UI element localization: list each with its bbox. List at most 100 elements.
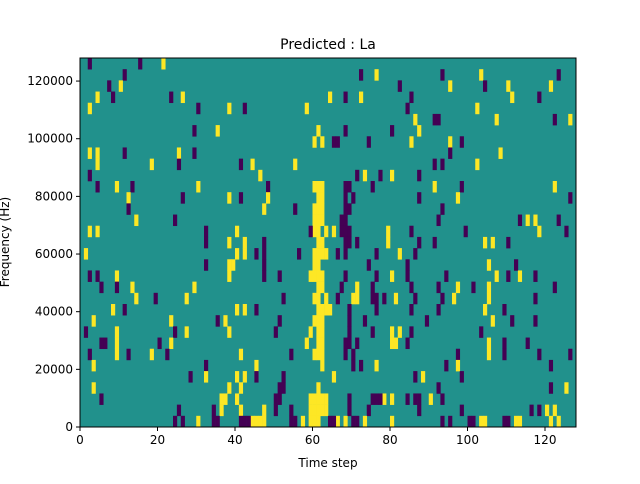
heatmap-cell-low (444, 270, 449, 282)
y-tick-label: 40000 (35, 305, 73, 319)
heatmap-cell-low (331, 415, 337, 428)
heatmap-cell-high (386, 236, 391, 249)
heatmap-cell-high (316, 203, 321, 215)
heatmap-cell-low (378, 393, 383, 405)
heatmap-cell-low (173, 415, 178, 428)
heatmap-cell-low (331, 136, 337, 148)
heatmap-cell-low (374, 304, 379, 316)
heatmap-cell-low (409, 91, 414, 104)
heatmap-cell-high (328, 91, 333, 104)
heatmap-cell-high (331, 371, 337, 383)
heatmap-cell-high (227, 259, 232, 271)
heatmap-cell-low (459, 181, 464, 193)
heatmap-cell-high (545, 404, 550, 417)
heatmap-cell-high (316, 348, 321, 361)
heatmap-cell-high (95, 91, 100, 104)
heatmap-cell-high (324, 393, 329, 405)
heatmap-cell-high (552, 181, 557, 193)
heatmap-cells (80, 58, 576, 428)
heatmap-cell-high (83, 248, 89, 260)
heatmap-cell-high (235, 248, 240, 260)
heatmap-cell-low (390, 125, 395, 137)
heatmap-cell-high (490, 315, 495, 327)
heatmap-cell-high (258, 415, 263, 428)
heatmap-cell-high (324, 292, 329, 305)
heatmap-cell-high (316, 236, 321, 249)
heatmap-cell-low (339, 214, 344, 227)
heatmap-cell-high (498, 147, 503, 159)
heatmap-cell-high (351, 292, 356, 305)
heatmap-cell-low (417, 404, 422, 417)
heatmap-cell-high (362, 415, 368, 428)
heatmap-cell-low (238, 415, 244, 428)
heatmap-cell-low (343, 337, 348, 350)
heatmap-cell-high (320, 359, 325, 372)
heatmap-cell-high (320, 337, 325, 350)
heatmap-cell-high (320, 236, 325, 249)
heatmap-cell-high (393, 337, 399, 350)
heatmap-cell-low (347, 203, 352, 215)
heatmap-cell-low (506, 236, 511, 249)
heatmap-cell-high (161, 58, 166, 70)
heatmap-cell-high (374, 69, 379, 81)
heatmap-cell-high (320, 281, 325, 294)
heatmap-cell-low (440, 158, 445, 171)
heatmap-cell-high (506, 80, 511, 92)
x-tick-label: 80 (382, 433, 397, 447)
heatmap-cell-low (343, 214, 348, 227)
heatmap-cell-high (316, 259, 321, 271)
heatmap-cell-low (308, 225, 313, 238)
heatmap-cell-low (502, 415, 507, 428)
heatmap-cell-high (254, 415, 259, 428)
heatmap-cell-high (312, 348, 317, 361)
heatmap-cell-high (254, 359, 259, 372)
heatmap-cell-low (196, 102, 201, 115)
heatmap-cell-high (494, 113, 499, 126)
heatmap-cell-low (180, 192, 185, 204)
heatmap-cell-high (316, 315, 321, 327)
heatmap-cell-high (87, 102, 92, 115)
heatmap-cell-low (347, 304, 352, 316)
heatmap-cell-high (312, 214, 317, 227)
heatmap-cell-low (114, 281, 120, 294)
heatmap-cell-high (118, 80, 123, 92)
heatmap-cell-low (374, 292, 379, 305)
heatmap-cell-low (173, 214, 178, 227)
heatmap-cell-low (262, 259, 267, 271)
heatmap-cell-high (262, 415, 267, 428)
heatmap-cell-low (328, 415, 333, 428)
heatmap-cell-low (122, 304, 127, 316)
heatmap-cell-high (316, 125, 321, 137)
heatmap-cell-low (502, 304, 507, 316)
heatmap-cell-low (83, 326, 89, 338)
heatmap-cell-low (405, 102, 410, 115)
heatmap-cell-low (126, 203, 131, 215)
heatmap-cell-high (320, 136, 325, 148)
heatmap-cell-high (320, 304, 325, 316)
heatmap-cell-low (533, 292, 538, 305)
heatmap-cell-low (413, 248, 418, 260)
x-axis-ticks: 0 20 40 60 80 100 120 (76, 427, 556, 447)
heatmap-cell-high (91, 382, 96, 394)
heatmap-cell-high (316, 393, 321, 405)
heatmap-cell-low (347, 326, 352, 338)
heatmap-cell-low (378, 169, 383, 182)
heatmap-cell-low (355, 415, 360, 428)
heatmap-cell-low (483, 80, 488, 92)
heatmap-cell-high (324, 404, 329, 417)
y-tick-label: 120000 (27, 74, 73, 88)
heatmap-cell-low (552, 113, 557, 126)
heatmap-cell-high (316, 304, 321, 316)
heatmap-cell-low (254, 248, 259, 260)
heatmap-cell-low (382, 292, 387, 305)
heatmap-cell-high (242, 248, 247, 260)
heatmap-cell-low (180, 415, 185, 428)
heatmap-cell-high (556, 415, 561, 428)
heatmap-cell-high (312, 181, 317, 193)
heatmap-cell-high (169, 315, 174, 327)
heatmap-cell-high (452, 292, 457, 305)
heatmap-cell-high (320, 214, 325, 227)
heatmap-cell-high (184, 292, 189, 305)
heatmap-cell-high (320, 270, 325, 282)
heatmap-cell-high (242, 371, 247, 383)
